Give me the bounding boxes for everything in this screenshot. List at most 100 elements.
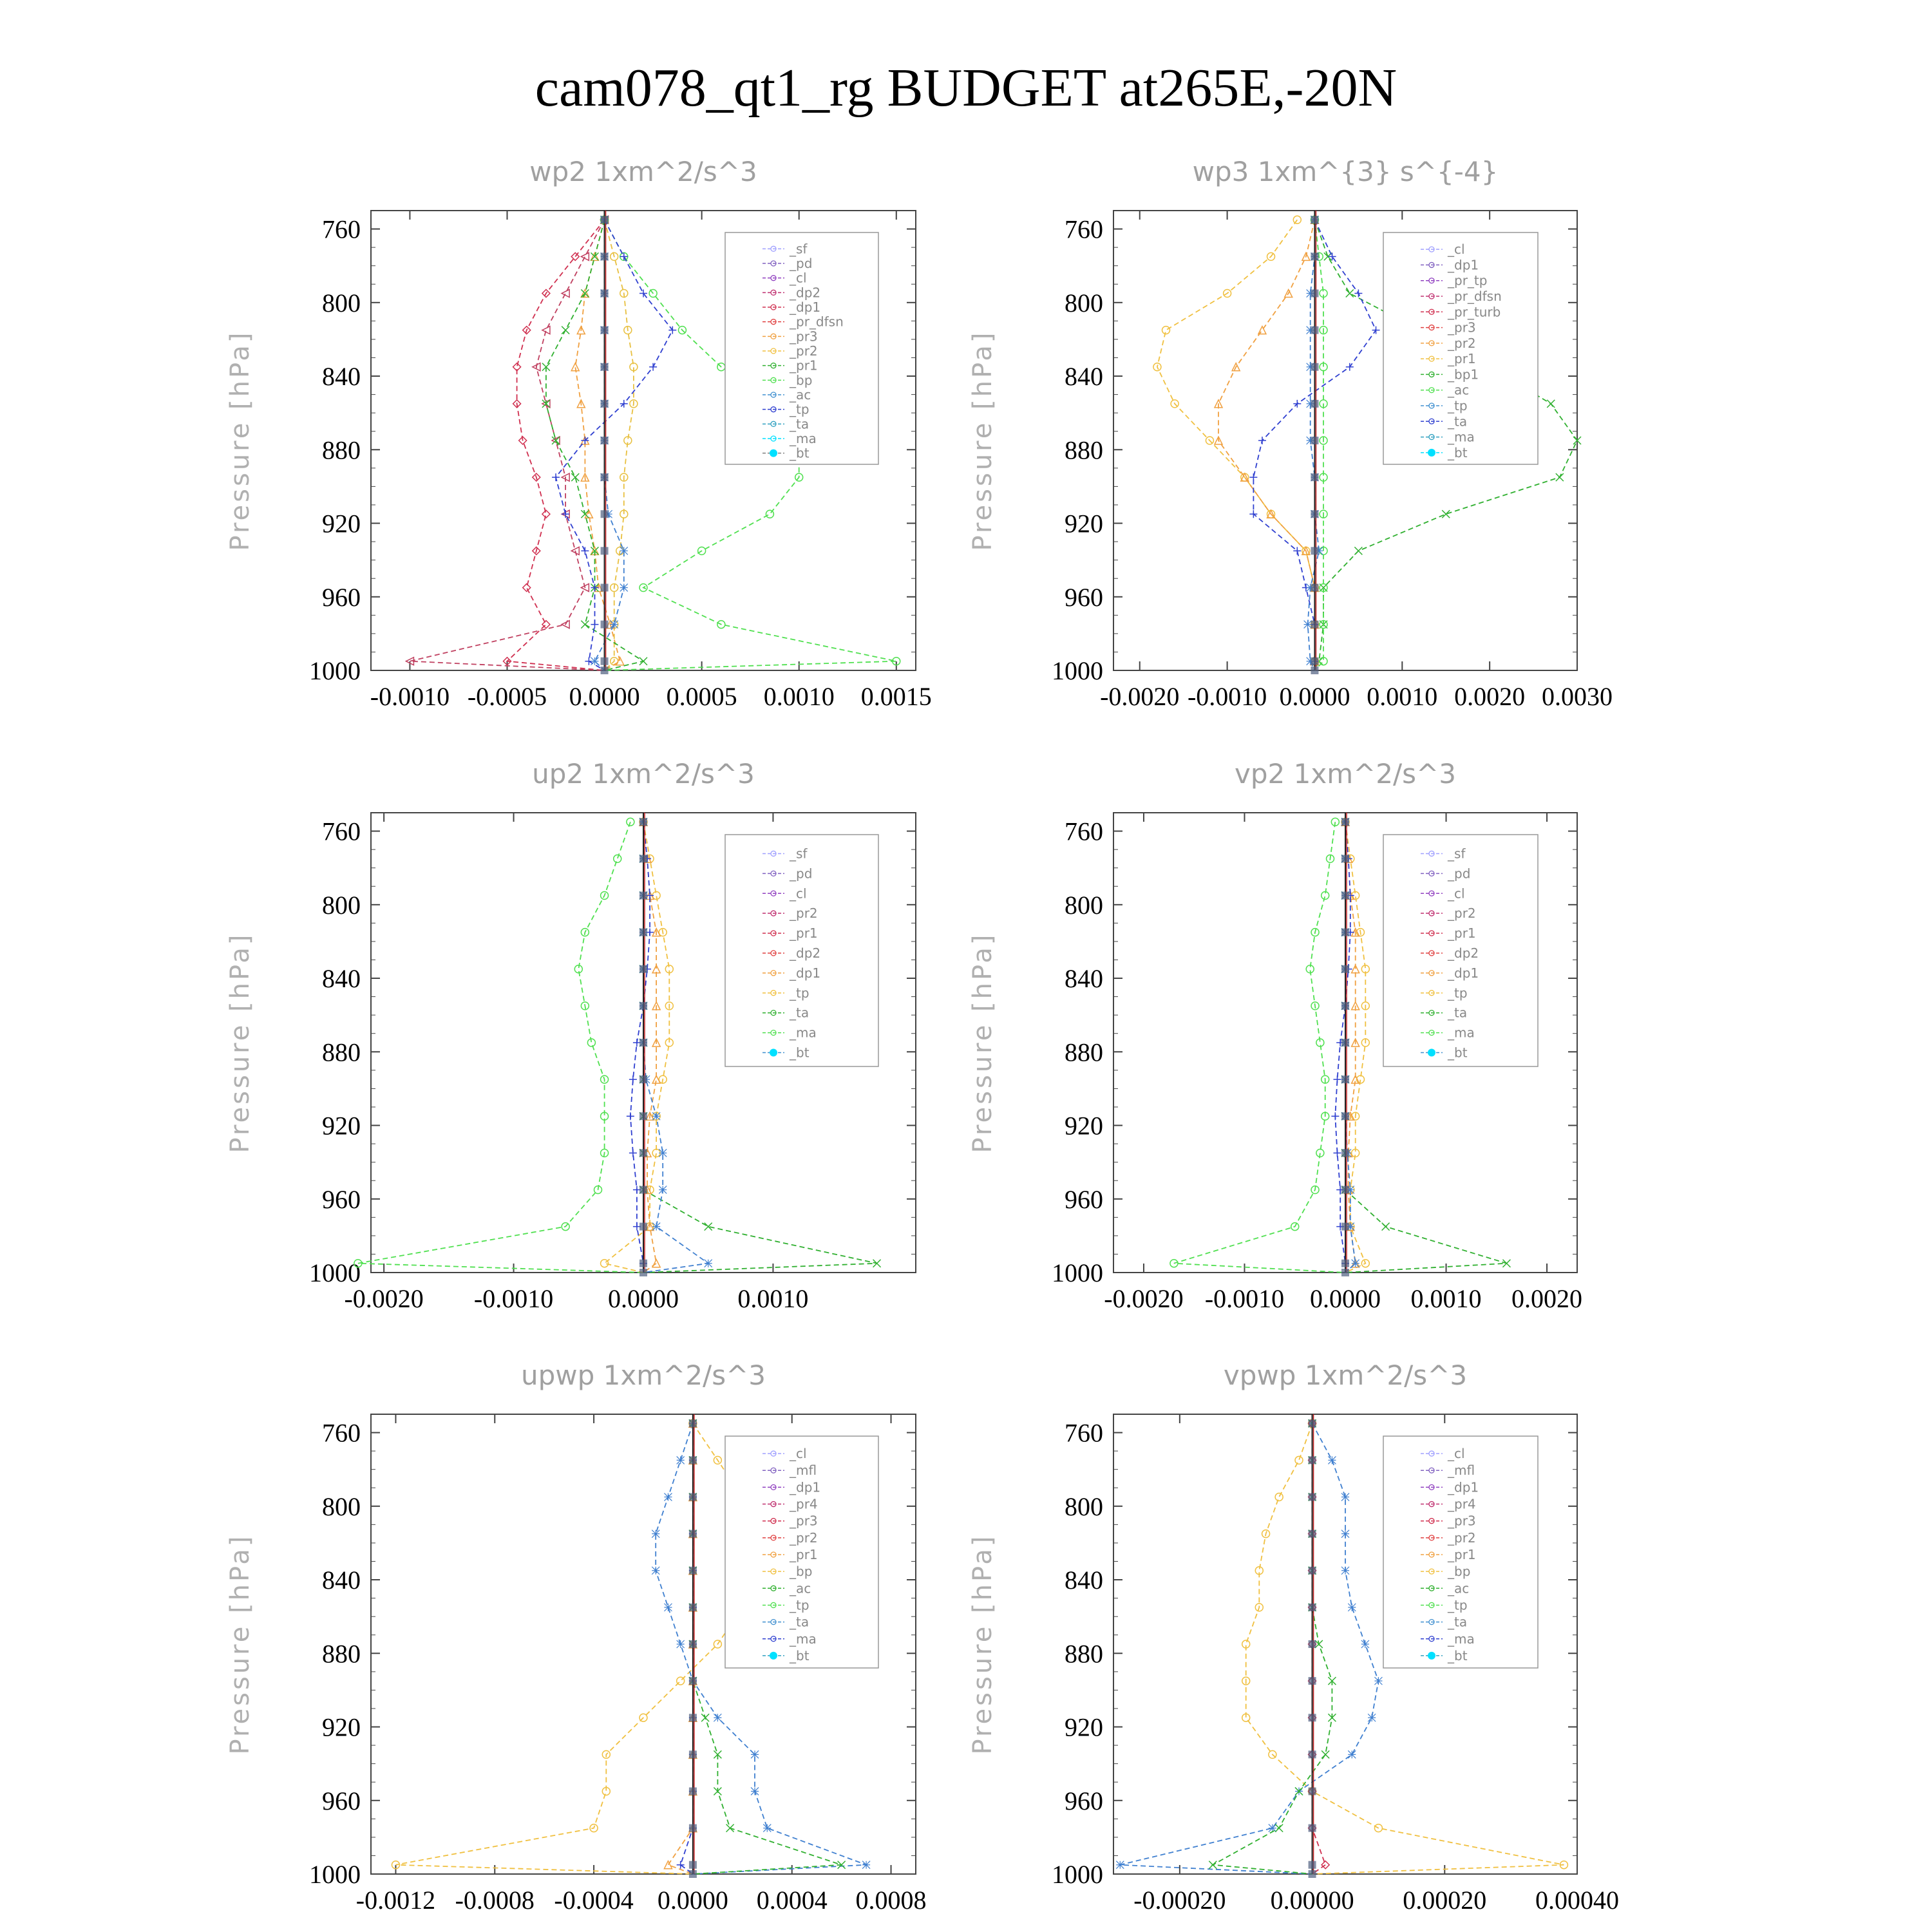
legend-marker — [1428, 1535, 1435, 1541]
legend-label: _mfl — [789, 1463, 817, 1478]
data-point — [1294, 1786, 1303, 1796]
x-tick-label: 0.0004 — [757, 1886, 828, 1915]
bt-marker — [1341, 1222, 1349, 1231]
bt-marker — [1308, 1677, 1316, 1685]
data-point — [1274, 1824, 1283, 1833]
data-point — [1170, 1258, 1179, 1268]
data-point — [1241, 1676, 1251, 1685]
legend-label: _ta — [789, 1005, 809, 1021]
y-axis-label: Pressure [hPa] — [968, 1534, 998, 1755]
plot-frame — [370, 1414, 916, 1875]
legend-marker — [770, 319, 777, 325]
bt-marker — [639, 1269, 647, 1276]
legend: _sf_pd_cl_dp2_dp1_pr_dfsn_pr3_pr2_pr1_bp… — [724, 232, 879, 465]
data-point — [1320, 1075, 1330, 1084]
data-point — [580, 583, 590, 592]
legend-marker — [1428, 850, 1435, 857]
y-tick-label: 840 — [322, 362, 361, 391]
data-point — [1345, 289, 1354, 298]
legend-label: _pr1 — [1447, 1547, 1476, 1562]
legend-label: _ta — [789, 416, 809, 431]
bt-marker — [1308, 1714, 1316, 1722]
bt-marker — [688, 1787, 697, 1795]
legend-marker — [770, 275, 777, 281]
y-tick-label: 880 — [322, 435, 361, 464]
bt-marker — [639, 855, 647, 863]
x-tick-label: 0.0015 — [861, 682, 932, 711]
bt-marker — [688, 1861, 697, 1869]
legend-label: _pr_dfsn — [789, 314, 844, 330]
data-point — [1319, 325, 1328, 335]
legend-marker — [1428, 1518, 1435, 1524]
data-point — [1350, 964, 1360, 974]
x-tick-label: 0.0020 — [1454, 682, 1525, 711]
legend-marker — [770, 363, 777, 369]
data-point — [1327, 1676, 1336, 1685]
bt-marker — [600, 437, 609, 444]
x-tick-label: 0.0000 — [569, 682, 640, 711]
data-point — [649, 289, 658, 298]
data-point — [629, 1149, 637, 1157]
data-point — [1306, 399, 1315, 408]
legend-label: _pd — [789, 256, 812, 271]
legend-marker — [770, 348, 777, 354]
legend-marker — [1428, 308, 1435, 315]
data-point — [713, 1713, 722, 1722]
y-tick-label: 880 — [1065, 435, 1103, 464]
data-point — [1328, 1455, 1336, 1464]
y-axis-label: Pressure [hPa] — [968, 933, 998, 1153]
legend-label: _dp2 — [789, 945, 820, 961]
legend-marker — [770, 950, 777, 956]
legend-label: _bp — [789, 372, 812, 388]
legend-marker — [1428, 1467, 1435, 1473]
data-point — [541, 509, 551, 519]
data-point — [581, 547, 589, 555]
data-point — [645, 1221, 655, 1231]
data-point — [541, 620, 551, 629]
bt-marker — [639, 1259, 647, 1267]
y-tick-label: 840 — [1065, 964, 1103, 993]
y-tick-label: 760 — [1065, 1419, 1103, 1448]
data-point — [615, 656, 625, 666]
legend-marker — [770, 1029, 777, 1036]
legend-marker — [1428, 990, 1435, 996]
data-point — [600, 1258, 609, 1268]
bt-marker — [1311, 363, 1319, 371]
y-tick-label: 1000 — [1052, 1258, 1103, 1287]
data-point — [562, 510, 570, 518]
legend-marker — [1428, 261, 1435, 269]
data-point — [1325, 854, 1335, 864]
legend-label: _pd — [789, 866, 812, 881]
series-dp2 — [404, 215, 609, 671]
x-tick-label: -0.0010 — [1205, 1284, 1284, 1313]
data-point — [1346, 1186, 1355, 1194]
series-line — [1345, 822, 1367, 1273]
legend-label: _pr1 — [789, 925, 818, 941]
legend-label: _tp — [789, 402, 810, 417]
bt-marker — [688, 1419, 697, 1428]
y-tick-label: 880 — [1065, 1639, 1103, 1668]
data-point — [590, 252, 599, 261]
legend-label: _tp — [789, 1597, 810, 1613]
data-point — [1319, 436, 1328, 445]
legend-label: _bt — [789, 446, 810, 461]
bt-marker — [688, 1640, 697, 1648]
data-point — [620, 583, 629, 592]
x-tick-label: -0.0020 — [1100, 682, 1179, 711]
bt-marker — [1308, 1787, 1316, 1795]
x-tick-label: -0.0008 — [455, 1886, 535, 1915]
series-line — [1120, 1423, 1379, 1875]
bt-marker — [600, 620, 609, 629]
data-point — [862, 1861, 871, 1870]
bt-marker — [639, 818, 647, 826]
data-point — [1361, 965, 1370, 974]
legend-label: _pr3 — [789, 328, 818, 344]
data-point — [646, 928, 654, 936]
data-point — [1316, 1148, 1325, 1158]
legend-marker — [1428, 387, 1435, 393]
data-point — [1372, 326, 1380, 334]
data-point — [1555, 473, 1564, 482]
data-point — [593, 1185, 603, 1195]
data-point — [1331, 1112, 1340, 1121]
bt-marker — [1341, 1186, 1349, 1194]
